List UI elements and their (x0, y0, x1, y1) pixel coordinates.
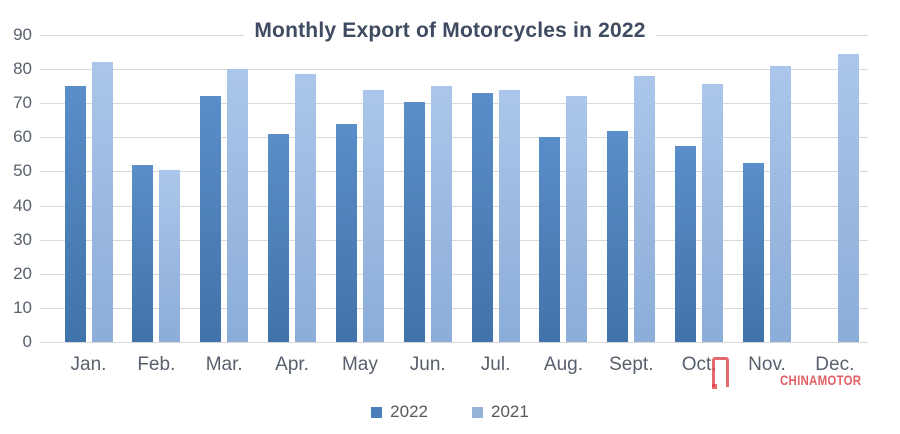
gridline (40, 342, 868, 343)
bar-2021-Dec (837, 53, 859, 342)
legend-label-2021: 2021 (491, 402, 529, 421)
y-axis-tick-label: 90 (13, 25, 32, 44)
legend-swatch-2021-icon (472, 406, 483, 418)
bar-2022-Apr (268, 133, 290, 342)
bar-2021-Jul (498, 89, 520, 342)
bar-2021-Aug (566, 96, 588, 342)
x-axis-label-Oct: Oct. (681, 354, 717, 375)
bar-2022-Jan (64, 86, 86, 342)
bar-2022-Jul (471, 92, 493, 342)
gridline (40, 103, 868, 105)
legend-item-2022: 2022 (371, 402, 428, 422)
gridline (40, 69, 868, 71)
x-axis-label-Jun: Jun. (409, 354, 446, 375)
chart-title: Monthly Export of Motorcycles in 2022 (0, 19, 900, 43)
bar-2021-May (362, 89, 384, 342)
x-axis-label-Mar: Mar. (205, 354, 243, 375)
legend-label-2022: 2022 (390, 402, 428, 421)
gridline (40, 273, 868, 275)
x-axis-label-Dec: Dec. (815, 354, 855, 375)
bar-2021-Jun (430, 86, 452, 342)
y-axis-tick-label: 20 (13, 263, 32, 283)
x-axis-label-Feb: Feb. (137, 354, 176, 375)
gridline (40, 137, 868, 139)
x-axis-label-Jul: Jul. (480, 354, 511, 375)
x-axis-label-Jan: Jan. (70, 354, 107, 375)
bar-2022-Feb (132, 164, 154, 342)
bar-2021-Jan (91, 62, 113, 342)
x-axis-label-Sept: Sept. (609, 354, 654, 375)
bar-2022-Aug (539, 137, 561, 342)
legend-swatch-2022-icon (371, 406, 383, 418)
watermark-gate-logo-icon (712, 357, 729, 389)
x-axis-label-Aug: Aug. (543, 354, 583, 375)
bar-2021-Oct (702, 84, 724, 342)
bar-2022-May (335, 123, 357, 342)
x-axis-label-Apr: Apr. (275, 354, 309, 375)
gridline (40, 239, 868, 241)
legend-item-2021: 2021 (472, 402, 529, 422)
gridline (40, 205, 868, 207)
legend: 2022 2021 (0, 399, 900, 425)
y-axis-tick-label: 50 (13, 161, 32, 181)
y-axis-tick-label: 30 (13, 229, 32, 249)
bar-2021-Feb (159, 169, 181, 342)
bar-2021-Mar (227, 69, 249, 342)
gridline (40, 171, 868, 173)
bar-2022-Oct (675, 145, 697, 342)
bar-2021-Nov (770, 65, 791, 342)
bar-2022-Mar (200, 96, 222, 342)
gridline (40, 307, 868, 309)
bar-2022-Sept (607, 130, 629, 342)
bar-2022-Nov (743, 162, 764, 342)
bar-2021-Apr (295, 74, 317, 342)
x-axis-label-May: May (341, 354, 378, 375)
y-axis-tick-label: 10 (13, 297, 32, 317)
y-axis-tick-label: 60 (13, 127, 32, 147)
y-axis-tick-label: 40 (13, 195, 32, 215)
bar-2022-Jun (403, 101, 425, 342)
x-axis-label-Nov: Nov. (748, 354, 786, 375)
y-axis-tick-label: 70 (13, 93, 32, 113)
y-axis-tick-label: 80 (13, 59, 32, 79)
y-axis-tick-label: 0 (22, 332, 32, 351)
bar-2021-Sept (634, 75, 656, 342)
watermark-text: CHINAMOTOR (780, 372, 862, 388)
